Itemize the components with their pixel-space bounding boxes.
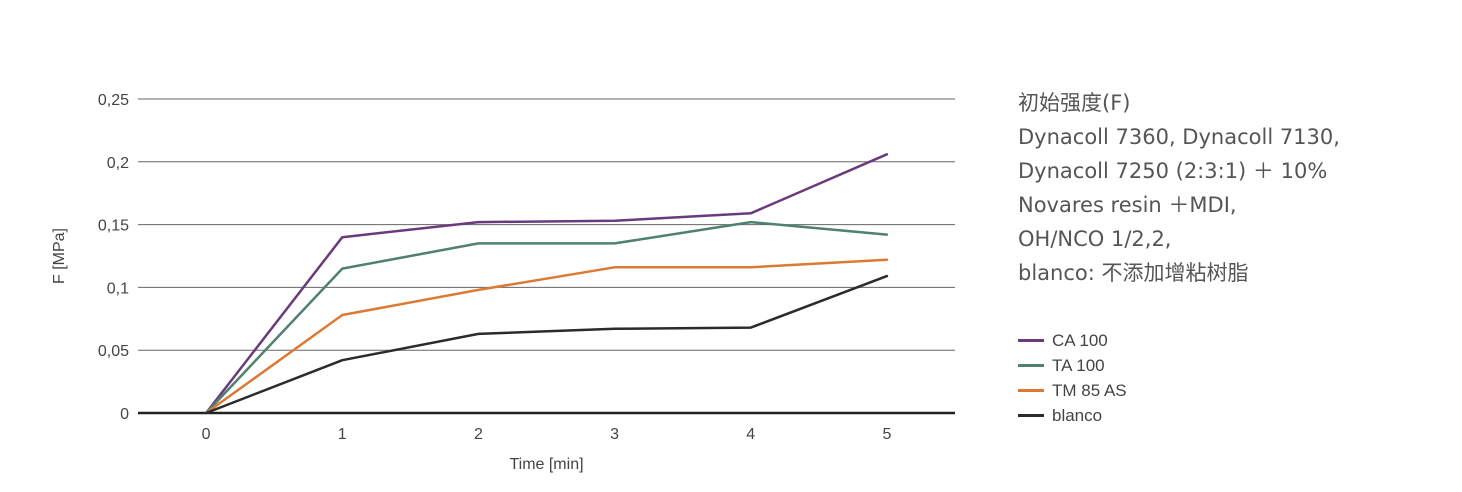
description-line-6: blanco: 不添加增粘树脂: [1018, 261, 1249, 285]
legend-item-ta-100: TA 100: [1018, 353, 1127, 378]
legend-swatch-blanco: [1018, 414, 1044, 417]
y-tick-label: 0,25: [98, 92, 129, 109]
y-tick-label: 0,1: [107, 280, 129, 297]
legend-swatch-ca-100: [1018, 339, 1044, 342]
description-line-2: Dynacoll 7360, Dynacoll 7130,: [1018, 125, 1340, 149]
x-tick-labels: 0 1 2 3 4 5: [202, 426, 892, 443]
y-tick-label: 0: [120, 406, 129, 423]
x-tick-label: 1: [338, 426, 347, 443]
legend: CA 100 TA 100 TM 85 AS blanco: [1018, 328, 1127, 428]
x-tick-label: 2: [474, 426, 483, 443]
series-lines: [204, 153, 889, 415]
legend-swatch-tm-85-as: [1018, 389, 1044, 392]
y-tick-label: 0,05: [98, 343, 129, 360]
line-chart: 0 0,05 0,1 0,15 0,2 0,25 0 1 2 3 4 5 Time [min] F …: [51, 92, 955, 473]
legend-item-tm-85-as: TM 85 AS: [1018, 378, 1127, 403]
legend-label-ta-100: TA 100: [1052, 355, 1105, 375]
x-axis-label: Time [min]: [509, 456, 583, 473]
y-tick-label: 0,15: [98, 218, 129, 235]
y-tick-label: 0,2: [107, 155, 129, 172]
legend-item-blanco: blanco: [1018, 403, 1127, 428]
x-tick-label: 4: [746, 426, 755, 443]
legend-label-tm-85-as: TM 85 AS: [1052, 380, 1127, 400]
legend-item-ca-100: CA 100: [1018, 328, 1127, 353]
y-tick-labels: 0 0,05 0,1 0,15 0,2 0,25: [98, 92, 129, 423]
description-line-3: Dynacoll 7250 (2:3:1) ＋ 10%: [1018, 159, 1328, 183]
description-line-5: OH/NCO 1/2,2,: [1018, 227, 1172, 251]
chart-description: 初始强度(F) Dynacoll 7360, Dynacoll 7130, Dy…: [1018, 86, 1448, 290]
legend-label-blanco: blanco: [1052, 405, 1103, 425]
description-line-1: 初始强度(F): [1018, 91, 1131, 115]
legend-label-ca-100: CA 100: [1052, 330, 1108, 350]
series-line-ca-100: [204, 153, 889, 415]
x-tick-label: 0: [202, 426, 211, 443]
series-line-blanco: [204, 274, 889, 415]
x-tick-label: 3: [610, 426, 619, 443]
description-line-4: Novares resin ＋MDI,: [1018, 193, 1237, 217]
y-axis-label: F [MPa]: [51, 228, 68, 284]
gridlines: [138, 98, 955, 415]
x-tick-label: 5: [882, 426, 891, 443]
series-line-ta-100: [204, 220, 889, 415]
legend-swatch-ta-100: [1018, 364, 1044, 367]
series-line-tm-85-as: [204, 258, 889, 415]
